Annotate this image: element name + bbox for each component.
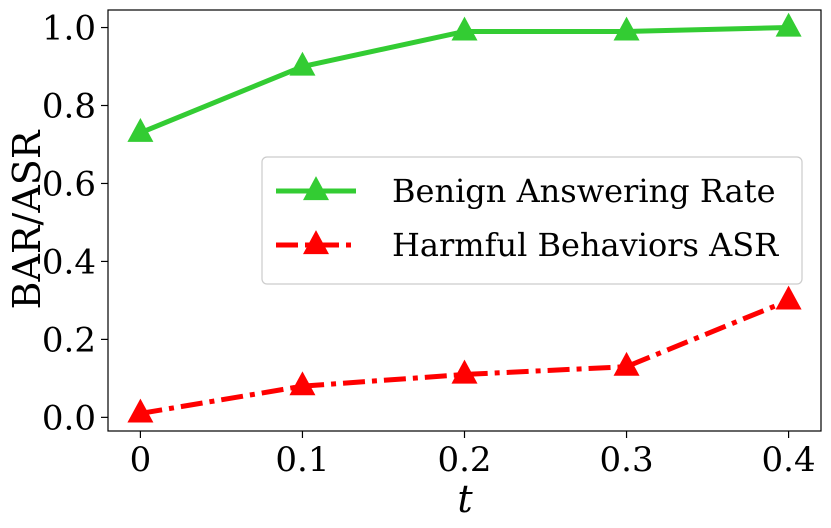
- y-tick-label: 0.2: [42, 320, 96, 360]
- legend-label: Benign Answering Rate: [392, 172, 776, 210]
- series-line: [139, 25, 789, 136]
- y-tick-label: 1.0: [42, 9, 96, 49]
- legend-marker: [303, 230, 329, 255]
- series-line: [139, 298, 790, 416]
- data-point: [127, 117, 154, 142]
- legend: Benign Answering Rate Harmful Behaviors A…: [261, 156, 803, 285]
- data-point: [289, 51, 316, 76]
- data-point: [127, 398, 154, 423]
- legend-marker: [303, 176, 329, 201]
- legend-label: Harmful Behaviors ASR: [392, 226, 779, 264]
- series-1: [127, 12, 802, 142]
- data-point: [775, 285, 802, 310]
- series-layer: [127, 12, 802, 423]
- x-tick-label: 0: [130, 440, 152, 480]
- y-tick-label: 0.8: [42, 87, 96, 127]
- x-axis-label: t: [457, 477, 473, 521]
- series-2: [127, 285, 802, 423]
- y-tick-label: 0.4: [42, 242, 96, 282]
- x-axis-ticks: 0 0.1 0.2 0.3 0.4: [130, 431, 816, 480]
- data-point: [289, 371, 316, 396]
- data-point: [451, 16, 478, 41]
- x-tick-label: 0.1: [275, 440, 329, 480]
- data-point: [613, 16, 640, 41]
- y-axis-label: BAR/ASR: [5, 129, 49, 309]
- y-tick-label: 0.6: [42, 164, 96, 204]
- x-tick-label: 0.3: [600, 440, 654, 480]
- x-tick-label: 0.2: [437, 440, 491, 480]
- y-tick-label: 0.0: [42, 398, 96, 438]
- data-point: [613, 351, 640, 376]
- data-point: [775, 12, 802, 37]
- legend-box: [261, 156, 803, 285]
- y-axis-ticks: 0.0 0.2 0.4 0.6 0.8 1.0: [42, 9, 108, 438]
- data-point: [451, 359, 478, 384]
- x-tick-label: 0.4: [762, 440, 816, 480]
